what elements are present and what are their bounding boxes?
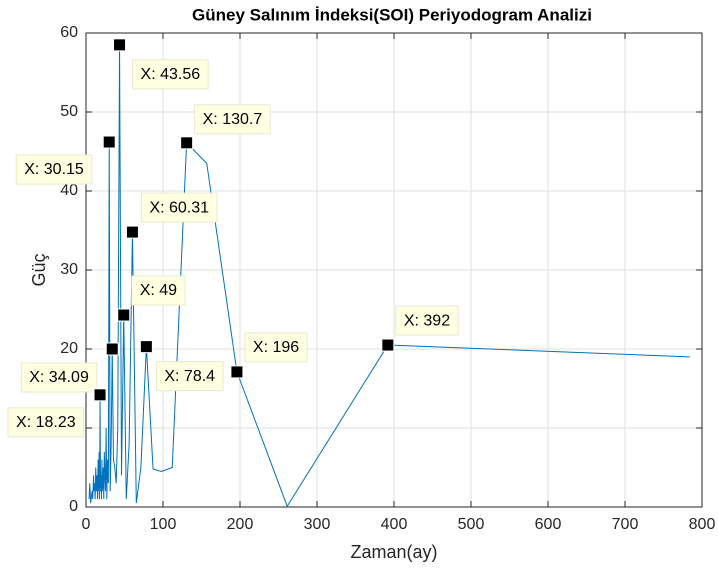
- data-tip-box: [244, 332, 308, 363]
- data-tip: X: 130.7: [194, 104, 271, 135]
- x-tick-label: 0: [82, 516, 91, 533]
- data-tip-label: X: 30.15: [24, 161, 84, 178]
- data-tip-label: X: 130.7: [203, 111, 263, 128]
- data-tip-box: [140, 192, 218, 223]
- x-tick-label: 400: [381, 516, 408, 533]
- data-tip-marker: [139, 340, 153, 354]
- chart-title: Güney Salınım İndeksi(SOI) Periyodogram …: [192, 5, 592, 24]
- y-axis-label: Güç: [29, 253, 49, 286]
- x-axis-label: Zaman(ay): [350, 542, 437, 562]
- data-tip: X: 392: [395, 305, 459, 336]
- data-tip-marker: [102, 135, 116, 149]
- x-tick-label: 300: [304, 516, 331, 533]
- y-tick-label: 60: [60, 24, 78, 41]
- data-tip-box: [395, 305, 459, 336]
- x-tick-label: 500: [458, 516, 485, 533]
- data-tip: X: 43.56: [132, 59, 209, 90]
- data-tip-label: X: 49: [140, 282, 177, 299]
- data-tip: X: 30.15: [15, 154, 93, 185]
- data-tip-label: X: 78.4: [164, 368, 215, 385]
- axes-box: [85, 32, 703, 508]
- data-tip: X: 60.31: [140, 192, 218, 223]
- x-tick-label: 700: [612, 516, 639, 533]
- y-tick-label: 20: [60, 340, 78, 357]
- y-tick-label: 50: [60, 103, 78, 120]
- data-tip-marker: [381, 338, 395, 352]
- y-tick-label: 40: [60, 182, 78, 199]
- data-tip-marker: [180, 136, 194, 150]
- data-tip-label: X: 34.09: [29, 369, 89, 386]
- data-tip-box: [155, 361, 224, 392]
- data-tip-box: [15, 154, 93, 185]
- y-tick-label: 0: [69, 498, 78, 515]
- data-tip-label: X: 60.31: [149, 199, 209, 216]
- x-tick-label: 600: [535, 516, 562, 533]
- data-tip: X: 49: [131, 275, 186, 306]
- data-line: [88, 44, 690, 508]
- data-tip: X: 196: [244, 332, 308, 363]
- data-tip-marker: [117, 308, 131, 322]
- data-tip-marker: [113, 38, 127, 52]
- data-tip: X: 78.4: [155, 361, 224, 392]
- data-tip-box: [20, 362, 98, 393]
- data-tip-marker: [230, 365, 244, 379]
- data-tip-label: X: 392: [404, 312, 450, 329]
- data-tip-label: X: 18.23: [16, 414, 76, 431]
- x-tick-label: 200: [227, 516, 254, 533]
- y-tick-label: 30: [60, 261, 78, 278]
- data-tip-marker: [93, 388, 107, 402]
- data-tip-box: [194, 104, 271, 135]
- data-tip-marker: [125, 225, 139, 239]
- data-tip-box: [131, 275, 186, 306]
- data-tip: X: 34.09: [20, 362, 98, 393]
- data-tip-label: X: 43.56: [141, 66, 201, 83]
- data-tip-box: [132, 59, 209, 90]
- data-tip-label: X: 196: [253, 339, 299, 356]
- x-tick-label: 800: [689, 516, 716, 533]
- data-tip: X: 18.23: [7, 407, 85, 438]
- data-tip-marker: [105, 342, 119, 356]
- x-tick-label: 100: [150, 516, 177, 533]
- data-tip-box: [7, 407, 85, 438]
